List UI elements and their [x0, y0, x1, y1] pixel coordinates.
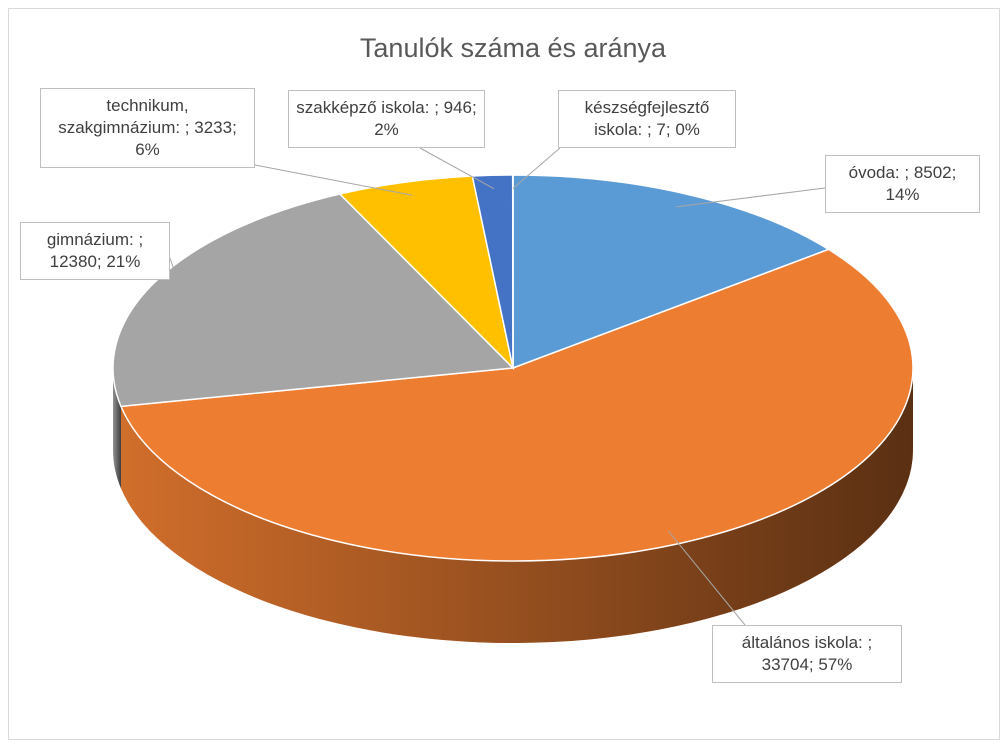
slice	[119, 248, 914, 562]
data-label: gimnázium: ; 12380; 21%	[20, 222, 170, 280]
leader-line	[676, 187, 826, 208]
data-label: készségfejlesztő iskola: ; 7; 0%	[558, 90, 736, 148]
slice-side-shade	[113, 368, 121, 489]
slice	[112, 193, 515, 408]
slice	[338, 175, 515, 371]
slice-side-shade	[120, 368, 914, 643]
leader-line	[169, 257, 181, 289]
data-label: technikum, szakgimnázium: ; 3233; 6%	[40, 88, 255, 168]
leader-line	[668, 530, 746, 626]
data-label: szakképző iskola: ; 946; 2%	[288, 90, 485, 148]
leader-line	[419, 147, 495, 190]
data-label: általános iskola: ; 33704; 57%	[712, 625, 902, 683]
data-label: óvoda: ; 8502; 14%	[825, 155, 980, 213]
slice	[512, 174, 831, 370]
chart-title: Tanulók száma és aránya	[360, 33, 667, 63]
leader-line	[254, 164, 413, 196]
leader-line	[512, 147, 561, 189]
